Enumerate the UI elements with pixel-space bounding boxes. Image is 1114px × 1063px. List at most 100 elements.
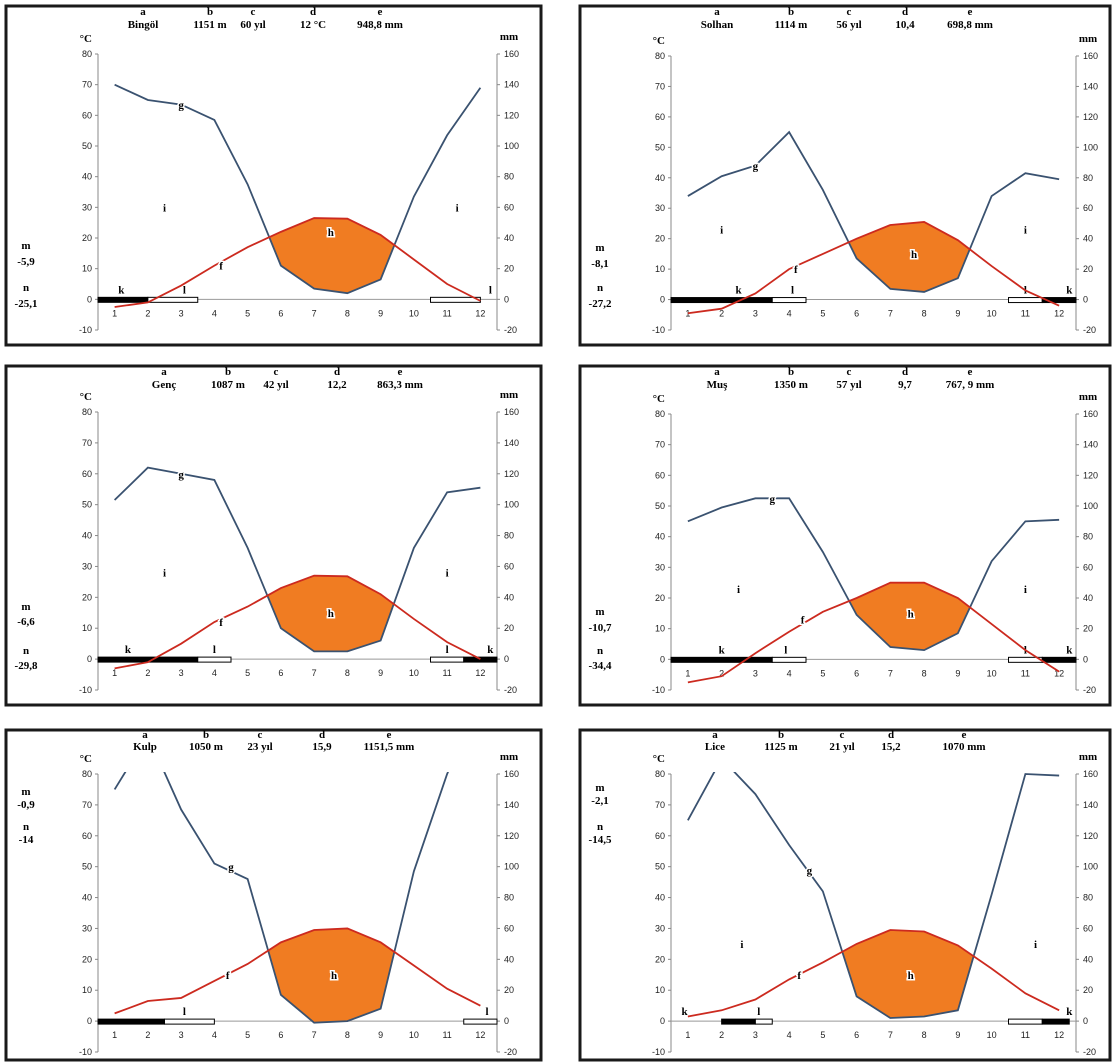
frost-bar-label: k [1066,644,1073,656]
left-tick-label: 30 [655,203,665,213]
right-tick-label: 80 [1083,893,1093,903]
header-value-b: 1114 m [775,19,808,31]
annotation-i-right: i [446,568,449,580]
left-tick-label: 50 [82,862,92,872]
header-letter-e: e [968,366,973,378]
x-tick-label: 10 [987,309,997,319]
temperature-line [114,217,481,308]
frost-bar-certain [97,1018,165,1025]
right-tick-label: 40 [1083,954,1093,964]
x-tick-label: 4 [212,308,217,318]
left-tick-label: 60 [82,110,92,120]
left-tick-label: 70 [82,438,92,448]
right-tick-label: 60 [1083,562,1093,572]
right-tick-label: 60 [504,923,514,933]
chart-panel-5: -1001020304050607080-2002040608010012014… [4,728,543,1062]
header-value-a: Muş [707,379,729,391]
header-letter-d: d [902,6,908,18]
right-tick-label: 40 [504,954,514,964]
left-tick-label: 20 [82,233,92,243]
frost-bar-certain [1041,297,1077,304]
left-tick-label: 80 [82,769,92,779]
x-tick-label: 3 [179,308,184,318]
x-tick-label: 3 [753,309,758,319]
n-value: -25,1 [15,298,38,310]
left-tick-label: 20 [655,593,665,603]
header-value-c: 23 yıl [247,741,272,753]
x-tick-label: 6 [854,668,859,678]
right-unit: mm [500,389,518,401]
annotation-f: f [801,614,805,626]
annotation-g: g [807,865,813,877]
right-tick-label: 160 [504,407,519,417]
m-letter: m [21,601,30,613]
header-letter-a: a [140,6,146,18]
left-tick-label: 60 [82,469,92,479]
left-tick-label: 10 [655,985,665,995]
annotation-f: f [226,970,230,982]
frost-bar-label: k [719,644,726,656]
frost-bar-label: l [489,284,492,296]
left-tick-label: 80 [655,51,665,61]
precipitation-line [114,83,482,295]
annotation-f: f [794,264,798,276]
header-letter-a: a [714,6,720,18]
right-tick-label: 120 [1083,831,1098,841]
x-tick-label: 2 [719,309,724,319]
header-letter-c: c [251,6,256,18]
header-letter-d: d [888,729,894,741]
annotation-f: f [219,261,223,273]
annotation-i-left: i [740,939,743,951]
right-tick-label: 140 [1083,440,1098,450]
x-tick-label: 8 [345,308,350,318]
header-value-d: 9,7 [898,379,912,391]
right-tick-label: 80 [504,893,514,903]
left-unit: °C [80,33,92,45]
panel-frame [578,364,1112,707]
m-letter: m [595,242,604,254]
right-tick-label: 100 [1083,501,1098,511]
header-letter-a: a [161,366,167,378]
left-tick-label: 50 [655,862,665,872]
left-tick-label: 80 [82,407,92,417]
left-tick-label: 40 [82,531,92,541]
x-tick-label: 6 [278,1030,283,1040]
header-letter-b: b [778,729,784,741]
n-value: -27,2 [589,298,612,310]
x-tick-label: 7 [888,309,893,319]
frost-bar-probable [754,1018,773,1025]
header-value-e: 698,8 mm [947,19,993,31]
header-letter-b: b [225,366,231,378]
annotation-i-left: i [163,202,166,214]
left-tick-label: 0 [660,654,665,664]
x-tick-label: 2 [719,668,724,678]
left-tick-label: 40 [655,173,665,183]
x-tick-label: 4 [212,1030,217,1040]
right-tick-label: 0 [1083,654,1088,664]
x-tick-label: 11 [1021,668,1030,678]
x-tick-label: 11 [1021,1030,1030,1040]
n-letter: n [597,645,603,657]
x-tick-label: 6 [854,1030,859,1040]
right-tick-label: 80 [504,172,514,182]
header-value-c: 21 yıl [829,741,854,753]
frost-bar-label: k [1066,1006,1073,1018]
header-letter-c: c [274,366,279,378]
annotation-h: h [908,970,914,982]
header-letter-e: e [962,729,967,741]
annotation-g: g [753,161,759,173]
temperature-line [687,929,1060,1018]
frost-bar-label: l [791,285,794,297]
header-value-b: 1151 m [193,19,226,31]
chart-panel-4: -1001020304050607080-2002040608010012014… [578,364,1112,707]
left-tick-label: 30 [655,923,665,933]
left-tick-label: 0 [87,654,92,664]
left-tick-label: 20 [82,954,92,964]
x-tick-label: 9 [955,1030,960,1040]
x-tick-label: 3 [753,668,758,678]
left-tick-label: 60 [655,470,665,480]
x-tick-label: 4 [787,668,792,678]
frost-bar-certain [670,656,773,663]
left-tick-label: 20 [655,954,665,964]
right-tick-label: 160 [1083,51,1098,61]
